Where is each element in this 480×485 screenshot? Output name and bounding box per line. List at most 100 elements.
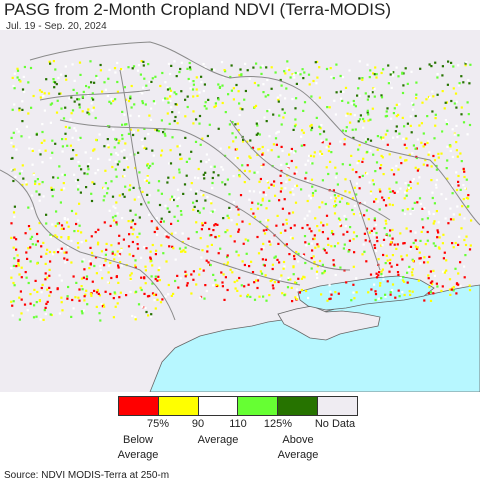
ndvi-pixel [274,255,277,258]
ndvi-pixel [283,294,286,297]
ndvi-pixel [456,205,459,208]
ndvi-pixel [149,260,152,263]
ndvi-pixel [316,60,319,63]
ndvi-pixel [35,315,38,318]
ndvi-pixel [386,107,389,110]
ndvi-pixel [391,190,395,193]
ndvi-pixel [295,166,298,169]
ndvi-pixel [46,300,49,303]
ndvi-pixel [140,138,143,141]
ndvi-pixel [63,251,66,254]
ndvi-pixel [366,111,369,114]
ndvi-pixel [206,196,209,199]
ndvi-pixel [93,289,96,292]
ndvi-pixel [285,243,288,246]
ndvi-pixel [114,207,117,210]
ndvi-pixel [421,218,424,221]
ndvi-pixel [307,242,310,245]
ndvi-pixel [428,212,431,215]
ndvi-pixel [375,231,378,235]
ndvi-pixel [226,214,229,217]
ndvi-pixel [118,296,121,299]
ndvi-pixel [251,271,255,274]
ndvi-pixel [85,277,88,281]
ndvi-pixel [438,247,441,250]
ndvi-pixel [71,298,74,302]
ndvi-pixel [305,171,308,174]
ndvi-pixel [267,186,270,189]
ndvi-pixel [66,297,69,300]
ndvi-pixel [468,82,471,85]
ndvi-pixel [11,156,14,160]
ndvi-pixel [90,235,93,238]
ndvi-pixel [153,102,157,105]
ndvi-pixel [343,243,346,246]
ndvi-pixel [309,197,312,200]
ndvi-pixel [362,126,365,129]
ndvi-pixel [132,228,135,231]
ndvi-pixel [381,196,384,199]
ndvi-pixel [51,139,54,142]
ndvi-pixel [410,271,414,274]
ndvi-pixel [412,178,415,181]
ndvi-pixel [83,295,86,298]
ndvi-pixel [199,267,202,271]
ndvi-pixel [48,250,52,254]
ndvi-pixel [261,258,264,261]
ndvi-pixel [186,105,189,109]
ndvi-pixel [67,237,70,240]
ndvi-pixel [365,227,369,230]
ndvi-pixel [174,231,177,234]
ndvi-pixel [146,193,149,196]
ndvi-pixel [307,73,311,76]
ndvi-pixel [378,208,381,211]
ndvi-pixel [374,223,377,226]
ndvi-pixel [45,213,48,216]
ndvi-pixel [279,231,282,234]
ndvi-pixel [343,214,346,218]
ndvi-pixel [337,292,340,295]
ndvi-pixel [21,100,24,103]
ndvi-pixel [398,132,401,135]
ndvi-pixel [449,145,452,148]
ndvi-pixel [234,136,237,139]
ndvi-pixel [412,103,415,106]
ndvi-pixel [74,296,77,299]
ndvi-pixel [291,187,294,191]
ndvi-pixel [293,224,296,227]
ndvi-pixel [262,91,265,94]
ndvi-pixel [431,280,434,283]
ndvi-pixel [26,257,29,260]
ndvi-pixel [307,159,310,162]
ndvi-pixel [169,92,172,95]
ndvi-pixel [184,246,187,249]
ndvi-pixel [106,94,109,97]
ndvi-pixel [458,213,461,216]
ndvi-pixel [411,258,414,261]
ndvi-pixel [127,245,131,248]
ndvi-pixel [468,248,472,251]
legend-swatch-white [198,397,239,415]
ndvi-pixel [23,303,27,306]
ndvi-pixel [392,173,396,176]
ndvi-pixel [403,212,407,216]
ndvi-pixel [348,69,351,72]
ndvi-pixel [427,274,430,277]
ndvi-pixel [285,87,288,90]
ndvi-pixel [19,80,22,83]
ndvi-pixel [281,149,284,152]
ndvi-pixel [51,253,55,256]
ndvi-pixel [310,123,313,127]
ndvi-pixel [118,253,122,256]
ndvi-pixel [325,67,329,71]
ndvi-pixel [377,258,380,261]
ndvi-pixel [416,201,419,204]
ndvi-pixel [203,297,206,300]
ndvi-pixel [166,181,169,184]
ndvi-pixel [132,133,135,137]
ndvi-pixel [240,74,243,77]
ndvi-pixel [48,286,51,289]
ndvi-pixel [423,256,426,259]
ndvi-pixel [75,212,78,215]
ndvi-pixel [92,98,95,101]
